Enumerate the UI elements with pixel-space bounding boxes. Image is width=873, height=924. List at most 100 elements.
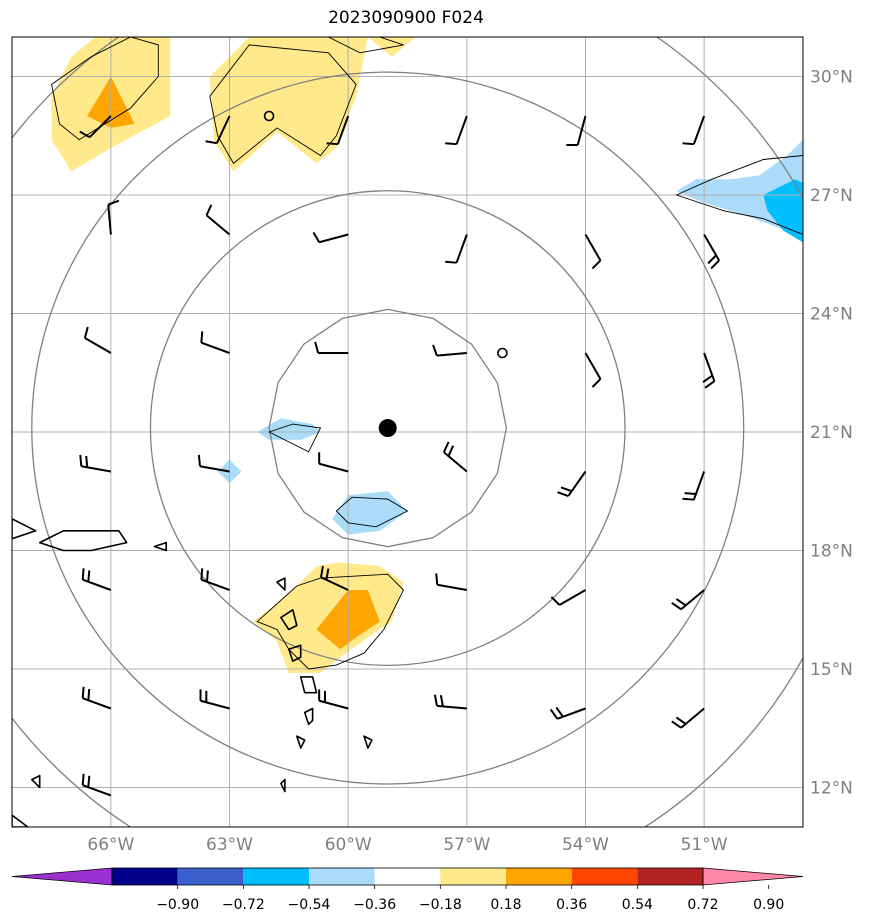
wind-barb [318,452,349,473]
wind-barb [314,341,349,354]
small-closed-contour [263,110,275,122]
lon-tick-label: 51°W [681,835,728,855]
lat-tick-label: 30°N [810,68,853,88]
colorbar-extend-high [702,867,804,886]
wind-barb [445,234,468,264]
island-coastline [303,707,314,726]
wind-barb [107,199,120,235]
lon-tick-label: 57°W [443,835,490,855]
colorbar-extend-low [11,867,113,886]
colorbar-tick-label: −0.90 [156,897,199,913]
wind-barb [326,115,350,146]
lon-tick-label: 54°W [562,835,609,855]
lon-tick-label: 66°W [87,835,134,855]
island-coastline [38,529,128,552]
wind-barb [557,470,587,498]
colorbar-segment [112,868,178,885]
lon-tick-label: 60°W [325,835,372,855]
colorbar-tick-label: −0.18 [419,897,462,913]
wind-barb [79,115,112,139]
wind-barb [205,204,231,236]
lat-tick-label: 24°N [810,305,853,325]
colorbar-segment [506,868,572,885]
storm-center-marker [378,419,397,438]
small-closed-contour [497,347,508,359]
colorbar-tick-label: −0.54 [288,897,331,913]
gridlines [12,37,803,827]
colorbar-segment [571,868,638,885]
anomaly-area [257,418,321,440]
colorbar-frame [111,867,704,886]
range-ring [268,308,508,548]
wind-barb [671,707,705,729]
lat-tick-label: 18°N [810,542,853,562]
anomaly-contours [51,37,803,670]
colorbar-tick-label: 0.36 [556,897,587,913]
colorbar-tick-label: 0.72 [687,897,718,913]
colorbar-segment [177,868,244,885]
coastlines [12,518,373,827]
colorbar-segment [243,868,309,885]
wind-barb [318,689,349,710]
wind-barb [566,115,587,147]
wind-barbs [79,115,720,797]
wind-barb [432,344,467,357]
lat-tick-label: 21°N [810,423,853,443]
wind-barb [671,589,705,611]
anomaly-area [332,491,408,535]
wind-barb [205,115,231,145]
wind-barb [445,115,468,146]
wind-barb [435,573,467,591]
wind-barb [312,231,349,244]
range-rings [12,37,803,827]
anomaly-area [209,37,368,172]
wind-barb [549,706,586,720]
island-coastline [30,774,41,789]
colorbar-segment [637,868,703,885]
wind-barb [200,331,230,354]
colorbar: −0.90 −0.72 −0.54 −0.36 −0.18 0.18 0.36 0.54 0.7… [11,867,804,913]
lat-tick-label: 15°N [810,660,853,680]
wind-barb [584,352,602,388]
lon-tick-label: 63°W [206,835,253,855]
wind-barb [83,326,112,354]
anomaly-contour [267,423,322,453]
island-coastline [12,518,37,540]
anomaly-contour [51,37,159,141]
anomaly-contour [328,37,404,54]
lat-tick-label: 12°N [810,779,853,799]
island-coastline [299,676,318,694]
anomaly-contour [675,155,803,235]
wind-barb [79,454,112,473]
colorbar-tick-label: 0.90 [753,897,784,913]
wind-barb [200,568,230,591]
island-coastline [363,735,373,749]
colorbar-tick-label: −0.72 [222,897,265,913]
axis-labels: 66°W 63°W 60°W 57°W 54°W 51°W 30°N 27°N 24°N 21°N… [87,68,852,856]
wind-barb [81,773,112,797]
wind-barb [320,565,349,591]
wind-barb [682,115,706,146]
anomaly-contour [256,573,405,670]
island-coastline [295,735,306,749]
markers [263,110,508,438]
anomaly-contour [335,496,409,528]
wind-barb [81,568,112,591]
wind-barb [199,689,230,710]
wind-barb [703,234,720,270]
island-coastline [12,814,29,827]
wind-barb [442,441,468,473]
wind-barb [81,686,112,710]
island-coastline [287,644,302,662]
wind-barb [702,352,716,389]
wind-barb [550,589,586,606]
island-coastline [153,541,167,552]
anomaly-contour [209,44,357,165]
map-title: 2023090900 F024 [328,8,484,28]
colorbar-segment [309,868,375,885]
island-coastline [276,577,286,591]
colorbar-segment [374,868,441,885]
wind-barb [433,694,467,710]
range-ring [149,190,626,666]
